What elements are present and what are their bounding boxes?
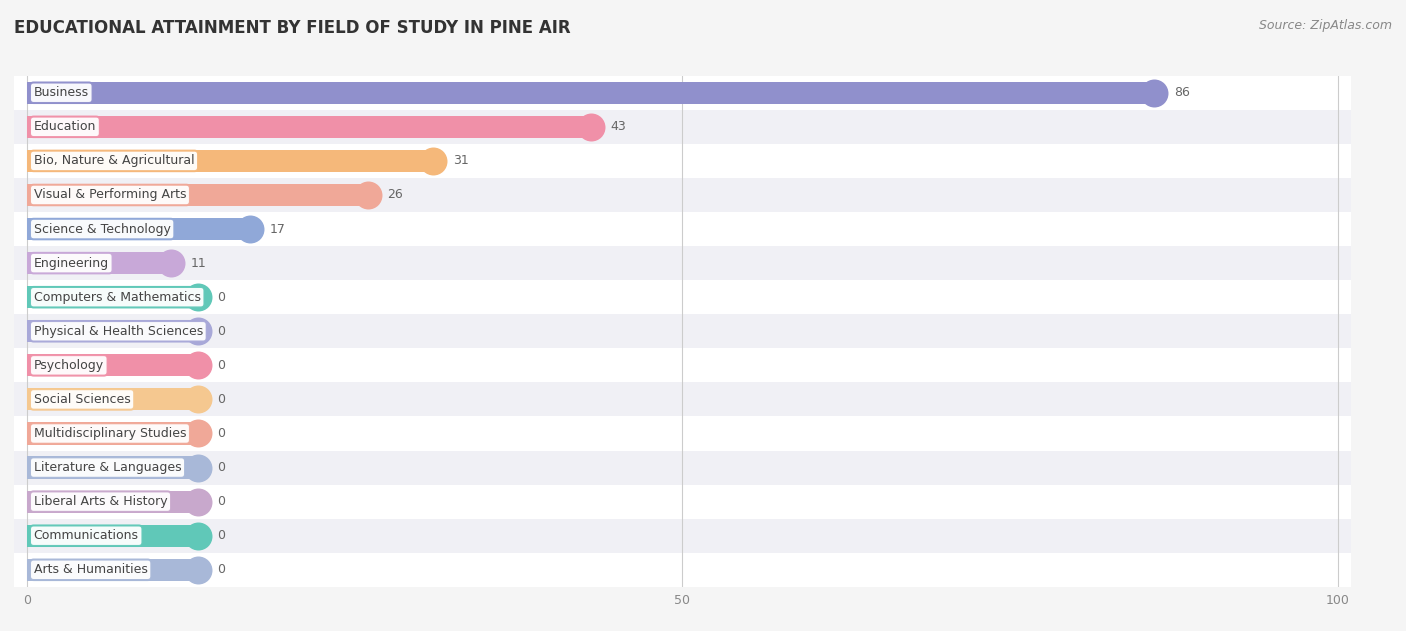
Bar	[27, 456, 197, 479]
Bar	[27, 184, 368, 206]
Bar	[14, 382, 1351, 416]
Text: Visual & Performing Arts: Visual & Performing Arts	[34, 189, 186, 201]
Bar	[27, 252, 172, 274]
Text: Computers & Mathematics: Computers & Mathematics	[34, 291, 201, 304]
Bar	[14, 485, 1351, 519]
Text: 43: 43	[610, 121, 626, 133]
Text: Arts & Humanities: Arts & Humanities	[34, 563, 148, 576]
Text: 17: 17	[270, 223, 285, 235]
Text: 11: 11	[191, 257, 207, 269]
Bar	[14, 280, 1351, 314]
Bar	[27, 388, 197, 411]
Text: 0: 0	[217, 563, 225, 576]
Bar	[27, 490, 197, 513]
Text: Education: Education	[34, 121, 96, 133]
Text: 0: 0	[217, 359, 225, 372]
Bar	[14, 416, 1351, 451]
Bar	[27, 115, 591, 138]
Bar	[14, 246, 1351, 280]
Bar	[14, 212, 1351, 246]
Text: 26: 26	[388, 189, 404, 201]
Text: Source: ZipAtlas.com: Source: ZipAtlas.com	[1258, 19, 1392, 32]
Text: Liberal Arts & History: Liberal Arts & History	[34, 495, 167, 508]
Text: 0: 0	[217, 427, 225, 440]
Bar	[14, 519, 1351, 553]
Text: 86: 86	[1174, 86, 1189, 99]
Bar	[27, 150, 433, 172]
Bar	[27, 558, 197, 581]
Bar	[27, 218, 250, 240]
Text: EDUCATIONAL ATTAINMENT BY FIELD OF STUDY IN PINE AIR: EDUCATIONAL ATTAINMENT BY FIELD OF STUDY…	[14, 19, 571, 37]
Text: 0: 0	[217, 291, 225, 304]
Text: 0: 0	[217, 393, 225, 406]
Text: 0: 0	[217, 325, 225, 338]
Bar	[14, 178, 1351, 212]
Bar	[27, 320, 197, 343]
Text: Psychology: Psychology	[34, 359, 104, 372]
Text: Physical & Health Sciences: Physical & Health Sciences	[34, 325, 202, 338]
Text: Engineering: Engineering	[34, 257, 108, 269]
Bar	[27, 81, 1154, 104]
Bar	[27, 354, 197, 377]
Bar	[27, 422, 197, 445]
Bar	[14, 553, 1351, 587]
Bar	[14, 348, 1351, 382]
Text: Multidisciplinary Studies: Multidisciplinary Studies	[34, 427, 186, 440]
Text: Social Sciences: Social Sciences	[34, 393, 131, 406]
Text: 31: 31	[453, 155, 468, 167]
Bar	[14, 110, 1351, 144]
Text: Literature & Languages: Literature & Languages	[34, 461, 181, 474]
Text: Science & Technology: Science & Technology	[34, 223, 170, 235]
Text: 0: 0	[217, 529, 225, 542]
Bar	[27, 524, 197, 547]
Bar	[14, 314, 1351, 348]
Bar	[14, 144, 1351, 178]
Text: Business: Business	[34, 86, 89, 99]
Bar	[14, 76, 1351, 110]
Text: Bio, Nature & Agricultural: Bio, Nature & Agricultural	[34, 155, 194, 167]
Bar	[27, 286, 197, 309]
Bar	[14, 451, 1351, 485]
Text: 0: 0	[217, 495, 225, 508]
Text: 0: 0	[217, 461, 225, 474]
Text: Communications: Communications	[34, 529, 139, 542]
